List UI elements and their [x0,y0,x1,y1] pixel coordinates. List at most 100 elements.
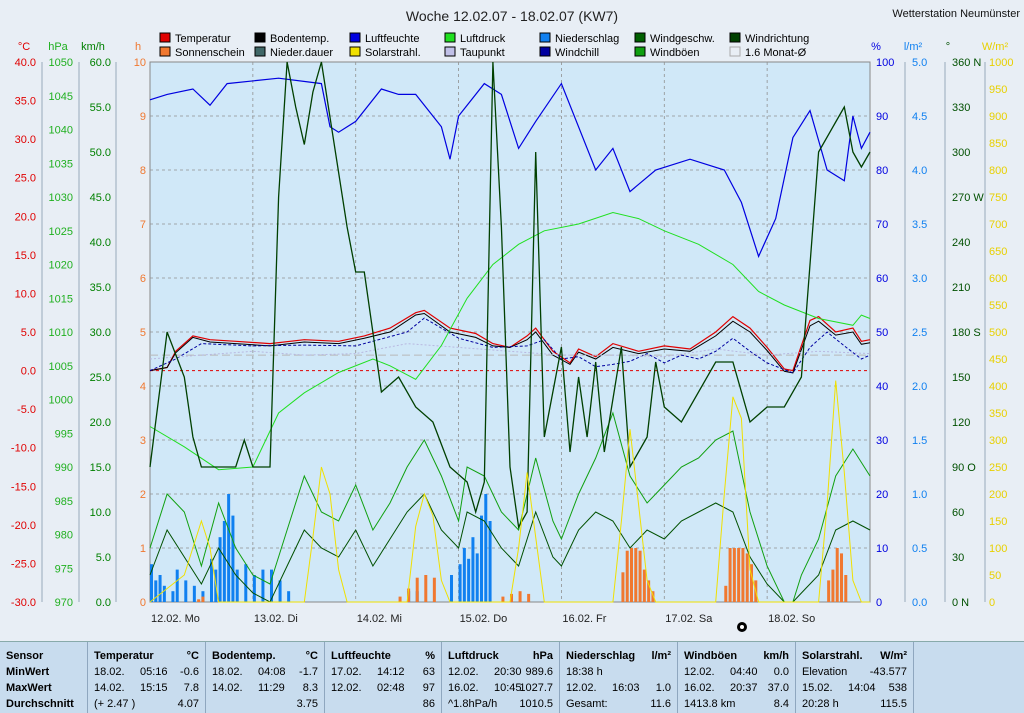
chart-title: Woche 12.02.07 - 18.02.07 (KW7) [406,8,618,24]
tick-hours: 5 [140,327,146,339]
bar-niederschlag [287,591,291,602]
stats-column: Niederschlag l/m² 18:38 h 12.02. 16:03 1.0 Ges… [560,642,678,713]
stats-cell: 15.02. [802,682,833,694]
x-tick-label: 16.02. Fr [562,613,606,625]
tick-pressure: 1035 [49,158,73,170]
statistics-table: Sensor MinWert MaxWert Durchschnitt Temperat… [0,641,1024,713]
bar-niederschlag [480,515,483,602]
tick-pressure: 980 [55,530,73,542]
tick-solar: 500 [989,327,1007,339]
axis-unit-humidity: % [871,41,881,53]
stats-header: Luftdruck [448,650,499,662]
tick-temp: 0.0 [21,366,36,378]
stats-cell: 18.02. [212,666,243,678]
stats-value: 115.5 [880,698,907,710]
x-tick-label: 14.02. Mi [357,613,402,625]
tick-pressure: 1015 [49,293,73,305]
stats-value: -1.7 [299,666,318,678]
stats-cell: ^1.8hPa/h [448,698,498,710]
bar-sonnenschein [510,593,513,602]
bar-niederschlag [175,569,179,602]
series-windrichtung [149,61,871,529]
legend-swatch [539,32,551,43]
tick-hours: 7 [140,219,146,231]
stats-column: Solarstrahl. W/m² Elevation -43.577 15.02. 14… [796,642,914,713]
bar-niederschlag [162,585,166,602]
tick-humidity: 80 [876,165,888,177]
stats-cell: MaxWert [6,682,52,694]
stats-header: Windböen [684,650,738,662]
stats-unit: hPa [532,650,553,662]
stats-value: 1.0 [655,682,671,694]
stats-value: 37.0 [767,682,789,694]
axis-unit-wind: km/h [81,41,105,53]
axis-unit-rain: l/m² [904,41,923,53]
legend-label: Temperatur [175,33,231,45]
stats-column: Sensor MinWert MaxWert Durchschnitt [0,642,88,713]
legend-label: Windböen [650,47,700,59]
tick-humidity: 50 [876,327,888,339]
tick-solar: 300 [989,435,1007,447]
stats-cell: 16.02. [684,682,715,694]
tick-wind: 55.0 [90,102,111,114]
bar-sonnenschein [432,577,436,602]
tick-temp: -10.0 [11,443,36,455]
bar-sonnenschein [844,575,848,602]
stats-cell: 16.02. [448,682,479,694]
tick-rain: 4.0 [912,165,927,177]
bar-sonnenschein [625,550,629,602]
stats-cell: (+ 2.47 ) [94,698,136,710]
bar-sonnenschein [197,599,201,602]
tick-solar: 900 [989,111,1007,123]
tick-solar: 50 [989,570,1001,582]
x-axis-labels: 12.02. Mo 13.02. Di 14.02. Mi 15.02. Do 16.0… [151,613,815,625]
tick-pressure: 995 [55,428,73,440]
tick-direction: 360 N [952,57,981,69]
tick-direction: 150 [952,372,970,384]
stats-cell: 04:08 [258,666,286,678]
x-tick-label: 13.02. Di [254,613,298,625]
tick-temp: -15.0 [11,481,36,493]
stats-cell: 05:16 [140,666,168,678]
tick-wind: 50.0 [90,147,111,159]
tick-direction: 60 [952,507,964,519]
tick-hours: 3 [140,435,146,447]
tick-rain: 3.5 [912,219,927,231]
series-bodentemp [149,312,871,374]
stats-cell: 11:29 [258,682,285,694]
axis-unit-temp: °C [18,41,30,53]
stats-cell: 12.02. [448,666,479,678]
tick-humidity: 10 [876,543,888,555]
stats-header: Temperatur [94,650,154,662]
stats-unit: °C [186,650,199,662]
legend-label: Windchill [555,47,599,59]
bar-niederschlag [488,521,492,602]
legend-swatch [444,32,456,43]
legend-swatch [349,46,361,57]
stats-cell: 12.02. [331,682,362,694]
stats-value: 0.0 [773,666,789,678]
legend-label: Niederschlag [555,33,619,45]
stats-unit: W/m² [880,650,907,662]
legend-label: Bodentemp. [270,33,329,45]
series-taupunkt [149,343,871,360]
legend: Temperatur Sonnenschein Bodentemp. Nieder.d… [159,32,809,59]
legend-label: Windrichtung [745,33,809,45]
tick-solar: 1000 [989,57,1013,69]
bar-niederschlag [222,521,226,602]
tick-solar: 250 [989,462,1007,474]
tick-temp: 40.0 [15,57,36,69]
tick-temp: -20.0 [11,520,36,532]
stats-value: 3.75 [296,698,318,710]
tick-pressure: 1010 [49,327,73,339]
bar-sonnenschein [831,569,835,602]
tick-temp: 25.0 [15,173,36,185]
axis-unit-hours: h [135,41,141,53]
bar-niederschlag [270,569,273,602]
bar-niederschlag [261,569,265,602]
bar-niederschlag [154,580,158,602]
bar-sonnenschein [835,548,839,602]
right-axes: 10090807060504030201005.04.54.03.53.02.5… [876,57,1013,609]
tick-solar: 100 [989,543,1007,555]
tick-direction: 210 [952,282,970,294]
